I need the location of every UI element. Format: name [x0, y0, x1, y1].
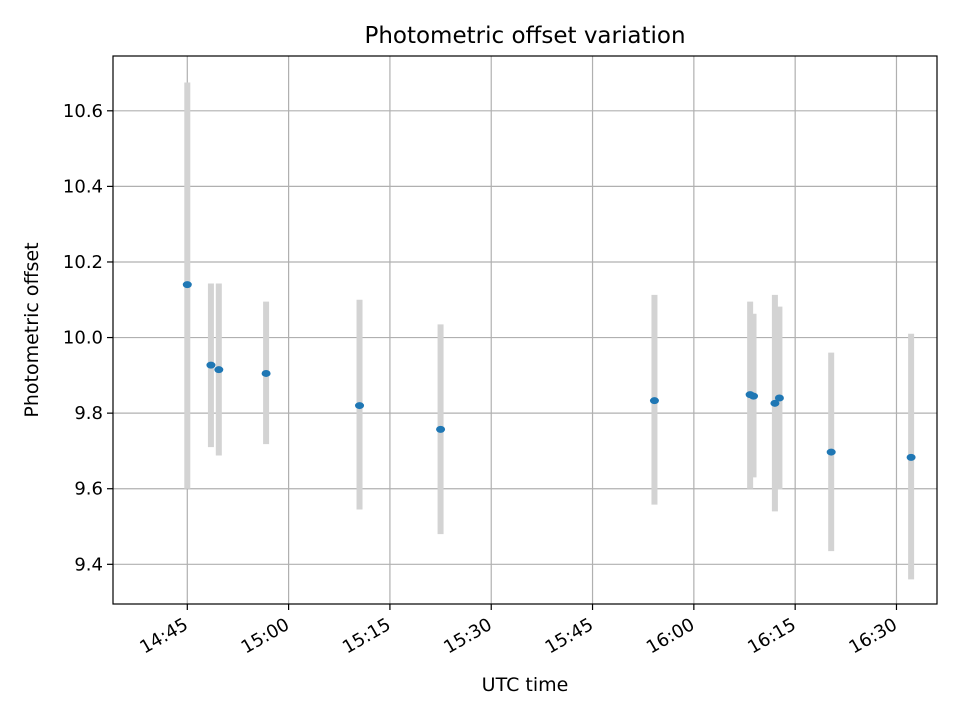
- plot-frame: [112, 55, 938, 605]
- data-points: [182, 281, 916, 461]
- data-point: [749, 392, 759, 400]
- y-tick-label: 9.6: [74, 479, 103, 500]
- x-tick-label: 15:45: [542, 614, 597, 658]
- x-tick-label: 15:15: [339, 614, 394, 658]
- data-point: [906, 453, 916, 461]
- data-point: [214, 366, 224, 374]
- y-tick-label: 9.4: [74, 554, 103, 575]
- grid-lines: [113, 56, 937, 604]
- data-point: [826, 448, 836, 456]
- x-axis-label: UTC time: [482, 674, 569, 696]
- data-point: [355, 402, 365, 410]
- y-axis-ticks: 9.4 9.6 9.8 10.0 10.2 10.4 10.6: [63, 101, 113, 575]
- x-tick-label: 16:30: [846, 614, 901, 658]
- y-tick-label: 10.0: [63, 328, 103, 349]
- chart-title: Photometric offset variation: [364, 23, 685, 49]
- x-tick-label: 15:30: [440, 614, 495, 658]
- x-tick-label: 15:00: [238, 614, 293, 658]
- x-axis-ticks: 14:45 15:00 15:15 15:30 15:45 16:00 16:15 16:30: [136, 604, 901, 658]
- y-tick-label: 10.4: [63, 176, 103, 197]
- data-point: [261, 369, 271, 377]
- data-point: [436, 425, 446, 433]
- y-axis-label: Photometric offset: [21, 242, 43, 417]
- x-tick-label: 16:00: [643, 614, 698, 658]
- data-point: [206, 361, 216, 369]
- y-tick-label: 10.2: [63, 252, 103, 273]
- data-point: [774, 394, 784, 402]
- x-tick-label: 14:45: [136, 614, 191, 658]
- data-point: [182, 281, 192, 289]
- x-tick-label: 16:15: [744, 614, 799, 658]
- data-point: [770, 399, 780, 407]
- y-tick-label: 9.8: [74, 403, 103, 424]
- y-tick-label: 10.6: [63, 101, 103, 122]
- data-point: [649, 397, 659, 405]
- error-bars: [184, 82, 915, 580]
